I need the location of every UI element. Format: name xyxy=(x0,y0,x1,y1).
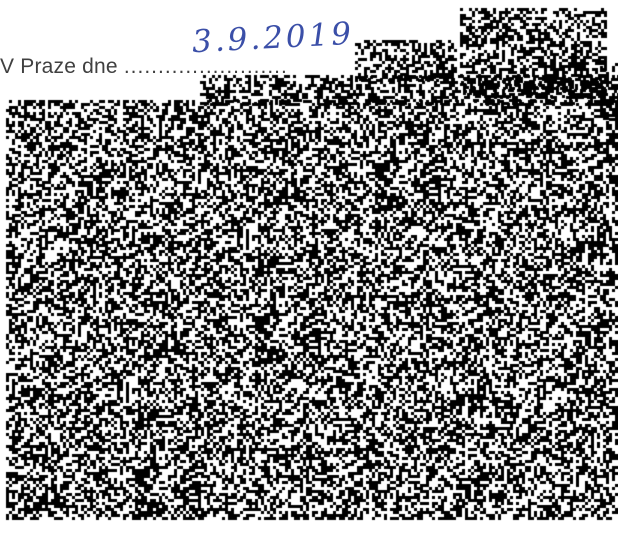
place-date-label: V Praze dne xyxy=(0,55,118,78)
date-dots: ........................ xyxy=(123,55,288,78)
place-date-line: V Praze dne ........................ xyxy=(0,55,288,79)
